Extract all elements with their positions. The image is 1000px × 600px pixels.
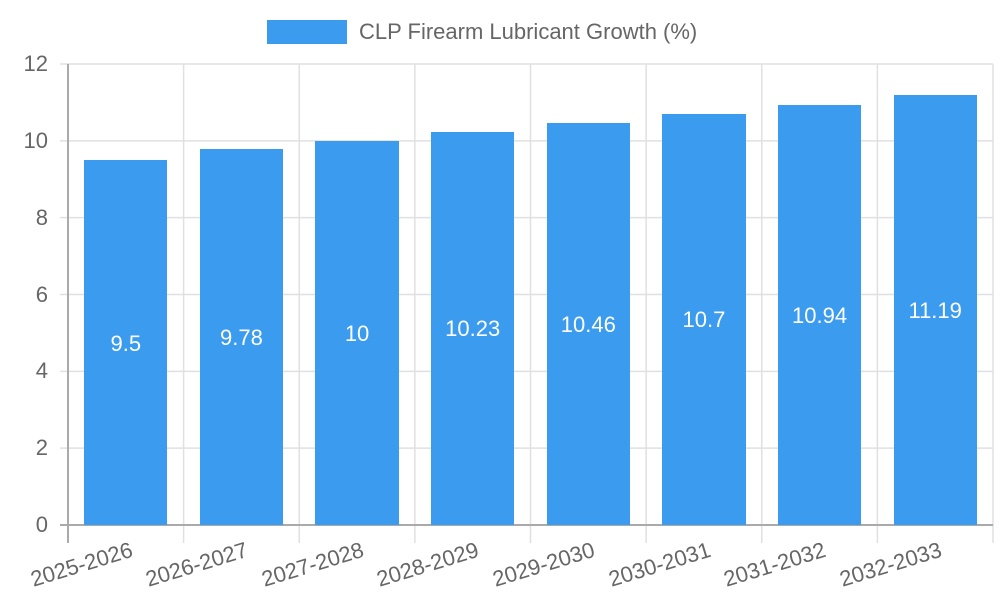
y-tick-label: 4 [35,358,48,384]
bar[interactable] [315,140,399,525]
bar[interactable] [662,113,746,525]
bar-value-label: 10.46 [560,312,616,338]
y-tick-label: 12 [23,51,48,76]
bar-value-label: 10.94 [792,302,848,328]
legend-label: CLP Firearm Lubricant Growth (%) [359,19,698,44]
y-tick-label: 2 [35,435,48,461]
bar[interactable] [84,160,168,525]
bar-value-label: 11.19 [908,298,962,324]
bar-value-label: 10 [344,320,370,346]
bar[interactable] [199,149,284,525]
legend-swatch [267,20,347,44]
bar-value-label: 9.78 [220,325,263,351]
bar[interactable] [893,95,977,525]
legend[interactable]: CLP Firearm Lubricant Growth (%) [267,19,697,45]
y-tick-label: 0 [35,512,48,537]
bar[interactable] [546,123,630,525]
bar-value-label: 10.23 [445,316,501,342]
bar-value-label: 9.5 [110,330,142,356]
y-tick-label: 6 [35,281,48,307]
y-tick-label: 8 [35,204,48,230]
bar[interactable] [431,131,515,525]
bar[interactable] [777,104,862,525]
y-tick-label: 10 [23,127,48,153]
bar-value-label: 10.7 [682,307,726,333]
axes [60,64,993,543]
